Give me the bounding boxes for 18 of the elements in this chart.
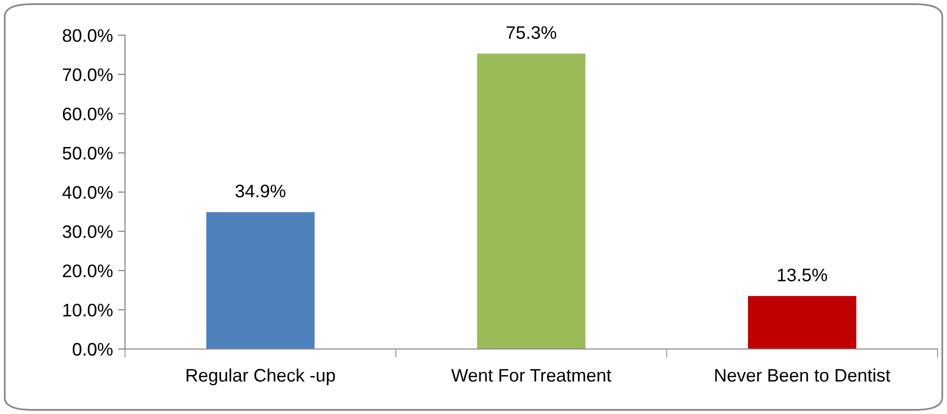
y-tick-label: 70.0% xyxy=(62,68,113,82)
y-tick-label: 30.0% xyxy=(62,225,113,238)
x-tick-label: Never Been to Dentist xyxy=(715,368,890,382)
x-tick-label: Went For Treatment xyxy=(451,369,612,382)
bar xyxy=(477,54,586,349)
y-tick-label: 40.0% xyxy=(62,186,113,199)
y-tick-label: 10.0% xyxy=(63,304,113,316)
y-tick-label: 60.0% xyxy=(62,108,113,120)
y-tick-label: 80.0% xyxy=(62,29,113,42)
data-label: 13.5% xyxy=(778,268,828,282)
y-tick-label: 20.0% xyxy=(62,264,113,278)
x-tick-label: Regular Check -up xyxy=(186,368,335,386)
bar xyxy=(206,212,315,349)
data-label: 75.3% xyxy=(506,26,556,39)
bar xyxy=(748,296,856,349)
y-tick-label: 0.0% xyxy=(72,342,113,356)
data-label: 34.9% xyxy=(236,184,286,198)
y-tick-label: 50.0% xyxy=(62,146,113,160)
